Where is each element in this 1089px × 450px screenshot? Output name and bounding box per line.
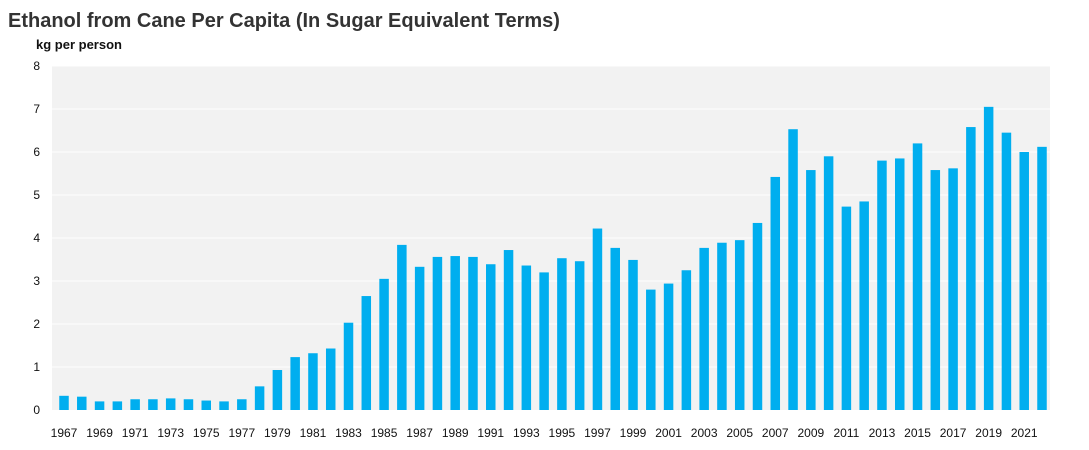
- bar-1994: [539, 272, 549, 410]
- x-tick-label: 1997: [584, 426, 611, 440]
- bar-1977: [237, 399, 247, 410]
- bar-1982: [325, 348, 336, 410]
- bar-2005: [734, 240, 745, 410]
- bar-1991: [486, 264, 496, 410]
- bar-2000: [646, 289, 656, 410]
- bar-1968: [77, 396, 87, 410]
- x-tick-label: 2005: [726, 426, 753, 440]
- x-tick-label: 2019: [975, 426, 1002, 440]
- bar-2018: [966, 127, 976, 410]
- bar-1986: [397, 244, 407, 410]
- bar-1987: [414, 266, 425, 410]
- bar-2014: [895, 158, 905, 410]
- bar-2015: [912, 143, 923, 410]
- bar-1984: [361, 296, 372, 410]
- x-tick-label: 2011: [833, 426, 859, 440]
- bar-2008: [788, 129, 798, 410]
- y-axis-ticks: 0 1 2 3 4 5 6 7 8: [33, 59, 40, 417]
- x-tick-label: 2015: [904, 426, 931, 440]
- bar-2012: [859, 201, 869, 410]
- x-axis-ticks: 1967 1969 1971 1973 1975 1977 1979 1981 1983 1985…: [51, 426, 1038, 440]
- bar-2002: [681, 270, 692, 410]
- x-tick-label: 2017: [940, 426, 967, 440]
- y-tick-label: 4: [33, 231, 40, 245]
- x-tick-label: 2013: [869, 426, 896, 440]
- y-tick-label: 7: [33, 102, 40, 116]
- bar-1976: [219, 401, 229, 410]
- bar-1983: [343, 322, 354, 410]
- bar-1998: [610, 247, 620, 410]
- bar-2022: [1037, 146, 1047, 410]
- x-tick-label: 1981: [300, 426, 327, 440]
- x-tick-label: 1975: [193, 426, 220, 440]
- x-tick-label: 1971: [122, 426, 149, 440]
- x-tick-label: 1993: [513, 426, 540, 440]
- bar-1978: [254, 386, 265, 410]
- x-tick-label: 1967: [51, 426, 78, 440]
- bar-1988: [432, 256, 443, 410]
- x-tick-label: 1985: [371, 426, 398, 440]
- x-tick-label: 2007: [762, 426, 789, 440]
- bars: [59, 106, 1047, 410]
- bar-2017: [948, 168, 958, 410]
- y-tick-label: 2: [33, 317, 40, 331]
- bar-1995: [557, 258, 567, 410]
- x-tick-label: 1979: [264, 426, 291, 440]
- bar-1973: [165, 398, 176, 410]
- bar-2013: [877, 160, 887, 410]
- bar-2003: [699, 247, 709, 410]
- x-tick-label: 1969: [86, 426, 113, 440]
- bar-1997: [592, 228, 603, 410]
- bar-1975: [201, 400, 211, 410]
- bar-1971: [130, 399, 140, 410]
- bar-2007: [770, 176, 781, 410]
- bar-1969: [94, 401, 105, 410]
- bar-2011: [841, 206, 852, 410]
- bar-1996: [574, 261, 585, 410]
- bar-1993: [521, 265, 532, 410]
- bar-1992: [503, 250, 514, 410]
- x-tick-label: 2009: [797, 426, 824, 440]
- bar-2020: [1001, 132, 1012, 410]
- chart-title: Ethanol from Cane Per Capita (In Sugar E…: [8, 10, 560, 32]
- x-tick-label: 1995: [549, 426, 576, 440]
- x-tick-label: 1989: [442, 426, 469, 440]
- y-axis-label: kg per person: [36, 37, 122, 52]
- bar-1970: [112, 401, 123, 410]
- bar-1985: [379, 278, 389, 410]
- x-tick-label: 2003: [691, 426, 718, 440]
- y-tick-label: 0: [33, 403, 40, 417]
- bar-2016: [930, 170, 941, 410]
- x-tick-label: 1991: [477, 426, 504, 440]
- bar-1999: [628, 259, 638, 410]
- bar-2021: [1019, 152, 1029, 410]
- bar-1981: [308, 353, 318, 410]
- x-tick-label: 1973: [157, 426, 184, 440]
- x-tick-label: 1977: [228, 426, 255, 440]
- bar-1972: [148, 399, 158, 410]
- x-tick-label: 2001: [655, 426, 682, 440]
- y-tick-label: 5: [33, 188, 40, 202]
- bar-2004: [717, 242, 727, 410]
- bar-2006: [752, 222, 763, 410]
- bar-1980: [290, 357, 300, 410]
- x-tick-label: 1987: [406, 426, 433, 440]
- y-tick-label: 3: [33, 274, 40, 288]
- bar-2019: [983, 106, 994, 410]
- bar-2009: [806, 170, 816, 410]
- bar-2001: [663, 283, 674, 410]
- bar-2010: [823, 156, 834, 410]
- bar-1967: [59, 395, 69, 410]
- x-tick-label: 2021: [1011, 426, 1038, 440]
- bar-1974: [183, 399, 194, 410]
- x-tick-label: 1999: [620, 426, 647, 440]
- x-tick-label: 1983: [335, 426, 362, 440]
- y-tick-label: 6: [33, 145, 40, 159]
- bar-1989: [450, 256, 460, 410]
- y-tick-label: 8: [33, 59, 40, 73]
- bar-1979: [272, 370, 283, 410]
- y-tick-label: 1: [33, 360, 40, 374]
- bar-1990: [468, 256, 478, 410]
